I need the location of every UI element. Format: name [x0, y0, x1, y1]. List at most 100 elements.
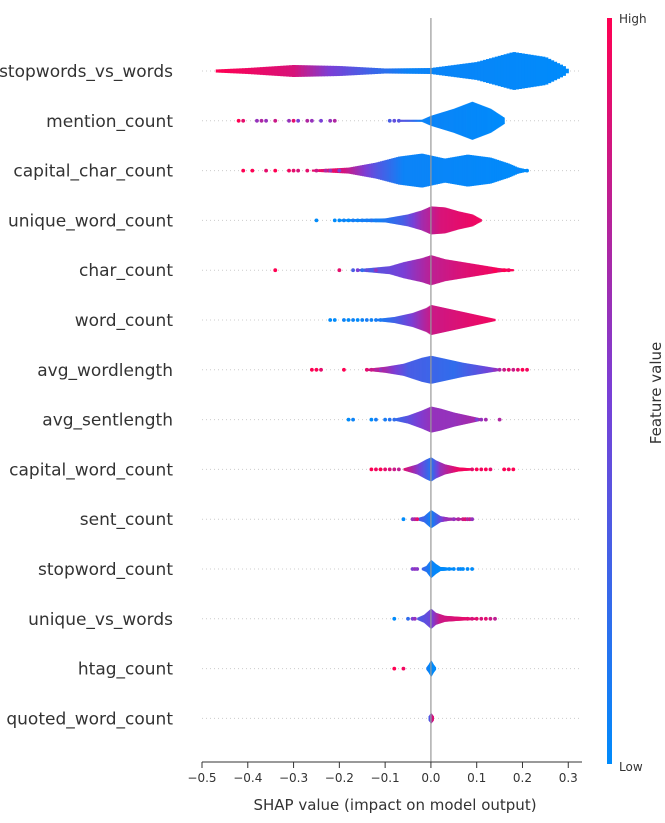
- violin-slice-unique-word-count: [405, 214, 408, 227]
- violin-slice-avg-sentlength: [437, 408, 439, 432]
- violin-slice-mention-count: [448, 110, 451, 132]
- violin-slice-mention-count: [419, 119, 421, 122]
- violin-slice-mention-count: [499, 115, 502, 127]
- violin-slice-capital-char-count: [397, 156, 401, 185]
- violin-slice-word-count: [384, 317, 387, 323]
- shap-point-capital-word-count: [387, 467, 392, 472]
- violin-slice-avg-wordlength: [445, 359, 448, 381]
- violin-slice-unique-word-count: [445, 207, 448, 233]
- violin-slice-stopwords-vs-words: [394, 68, 399, 74]
- shap-point-mention-count: [241, 118, 246, 123]
- shap-point-capital-word-count: [369, 467, 374, 472]
- feature-label-unique-vs-words: unique_vs_words: [28, 610, 173, 630]
- violin-slice-stopwords-vs-words: [300, 65, 305, 77]
- violin-slice-word-count: [478, 315, 480, 325]
- violin-slice-unique-word-count: [389, 217, 391, 224]
- violin-slice-mention-count: [480, 105, 482, 137]
- violin-capital-word-count: [369, 457, 516, 482]
- violin-slice-word-count: [419, 310, 422, 330]
- shap-point-word-count: [332, 318, 337, 322]
- violin-slice-stopwords-vs-words: [295, 65, 299, 77]
- violin-slice-char-count: [403, 262, 405, 279]
- shap-point-avg-wordlength: [502, 367, 507, 372]
- violin-slice-capital-char-count: [458, 155, 462, 186]
- violin-slice-word-count: [415, 311, 418, 329]
- violin-slice-avg-wordlength: [414, 360, 417, 380]
- violin-slice-word-count: [432, 305, 435, 335]
- violin-slice-avg-sentlength: [454, 412, 456, 427]
- shap-point-capital-word-count: [383, 467, 388, 472]
- violin-slice-avg-wordlength: [489, 367, 492, 373]
- violin-slice-avg-sentlength: [421, 410, 424, 429]
- violin-slice-char-count: [413, 259, 416, 281]
- violin-slice-capital-char-count: [435, 156, 439, 185]
- shap-point-avg-wordlength: [378, 367, 383, 372]
- violin-slice-word-count: [457, 310, 459, 330]
- violin-slice-mention-count: [403, 119, 405, 122]
- violin-slice-avg-sentlength: [408, 415, 411, 425]
- violin-slice-word-count: [474, 314, 476, 326]
- violin-word-count: [328, 305, 496, 335]
- violin-slice-char-count: [447, 259, 450, 281]
- violin-slice-unique-word-count: [372, 218, 375, 223]
- violin-slice-unique-word-count: [480, 219, 482, 222]
- feature-label-capital-char-count: capital_char_count: [13, 162, 173, 182]
- violin-slice-unique-word-count: [400, 215, 403, 226]
- violin-slice-word-count: [485, 316, 487, 324]
- violin-slice-stopwords-vs-words: [256, 67, 261, 75]
- violin-slice-avg-wordlength: [396, 364, 399, 375]
- violin-slice-stopwords-vs-words: [515, 52, 519, 90]
- violin-slice-avg-sentlength: [450, 411, 452, 428]
- violin-slice-char-count: [444, 259, 447, 282]
- violin-slice-avg-sentlength: [459, 413, 461, 426]
- violin-slice-stopwords-vs-words: [342, 66, 346, 76]
- violin-slice-avg-wordlength: [457, 361, 460, 378]
- violin-slice-stopwords-vs-words: [474, 62, 478, 80]
- violin-slice-word-count: [399, 315, 402, 325]
- violin-slice-unique-word-count: [402, 215, 404, 226]
- violin-slice-capital-char-count: [319, 169, 322, 173]
- violin-slice-avg-sentlength: [407, 415, 409, 424]
- violin-slice-stopwords-vs-words: [509, 52, 514, 90]
- violin-slice-avg-wordlength: [478, 365, 481, 375]
- violin-slice-avg-wordlength: [435, 356, 438, 383]
- violin-slice-avg-sentlength: [463, 414, 465, 425]
- violin-slice-char-count: [457, 261, 460, 279]
- violin-slice-word-count: [407, 313, 410, 327]
- violin-slice-avg-wordlength: [488, 367, 491, 373]
- shap-point-avg-wordlength: [374, 367, 378, 372]
- violin-slice-char-count: [460, 261, 463, 279]
- violin-slice-stopwords-vs-words: [259, 67, 264, 75]
- feature-label-quoted-word-count: quoted_word_count: [6, 709, 173, 729]
- violin-slice-avg-wordlength: [383, 366, 386, 373]
- violin-slice-mention-count: [458, 106, 461, 135]
- violin-slice-capital-char-count: [432, 156, 435, 186]
- violin-slice-capital-char-count: [401, 156, 404, 186]
- violin-slice-word-count: [454, 310, 456, 330]
- violin-slice-capital-char-count: [367, 163, 370, 178]
- shap-point-unique-vs-words: [412, 616, 417, 621]
- violin-slice-avg-sentlength: [423, 409, 425, 430]
- violin-slice-avg-sentlength: [468, 415, 470, 424]
- violin-slice-stopwords-vs-words: [433, 67, 437, 75]
- violin-slice-mention-count: [477, 104, 480, 138]
- violin-slice-capital-char-count: [433, 156, 437, 185]
- shap-point-mention-count: [296, 118, 301, 123]
- violin-slice-word-count: [450, 309, 452, 331]
- violin-slice-unique-word-count: [431, 206, 434, 235]
- violin-slice-avg-sentlength: [468, 415, 471, 424]
- violin-slice-mention-count: [438, 113, 440, 129]
- violin-slice-capital-char-count: [464, 155, 467, 187]
- violin-slice-mention-count: [408, 119, 410, 122]
- violin-slice-unique-word-count: [354, 219, 357, 222]
- violin-slice-char-count: [390, 265, 392, 275]
- violin-slice-avg-sentlength: [410, 414, 413, 425]
- violin-slice-avg-wordlength: [412, 360, 414, 379]
- shap-point-unique-vs-words: [493, 616, 497, 621]
- violin-slice-word-count: [462, 311, 464, 329]
- violin-slice-unique-word-count: [477, 217, 480, 224]
- violin-slice-mention-count: [401, 119, 403, 122]
- violin-slice-avg-sentlength: [396, 418, 398, 422]
- shap-point-unique-word-count: [346, 218, 351, 223]
- violin-slice-avg-sentlength: [404, 416, 406, 423]
